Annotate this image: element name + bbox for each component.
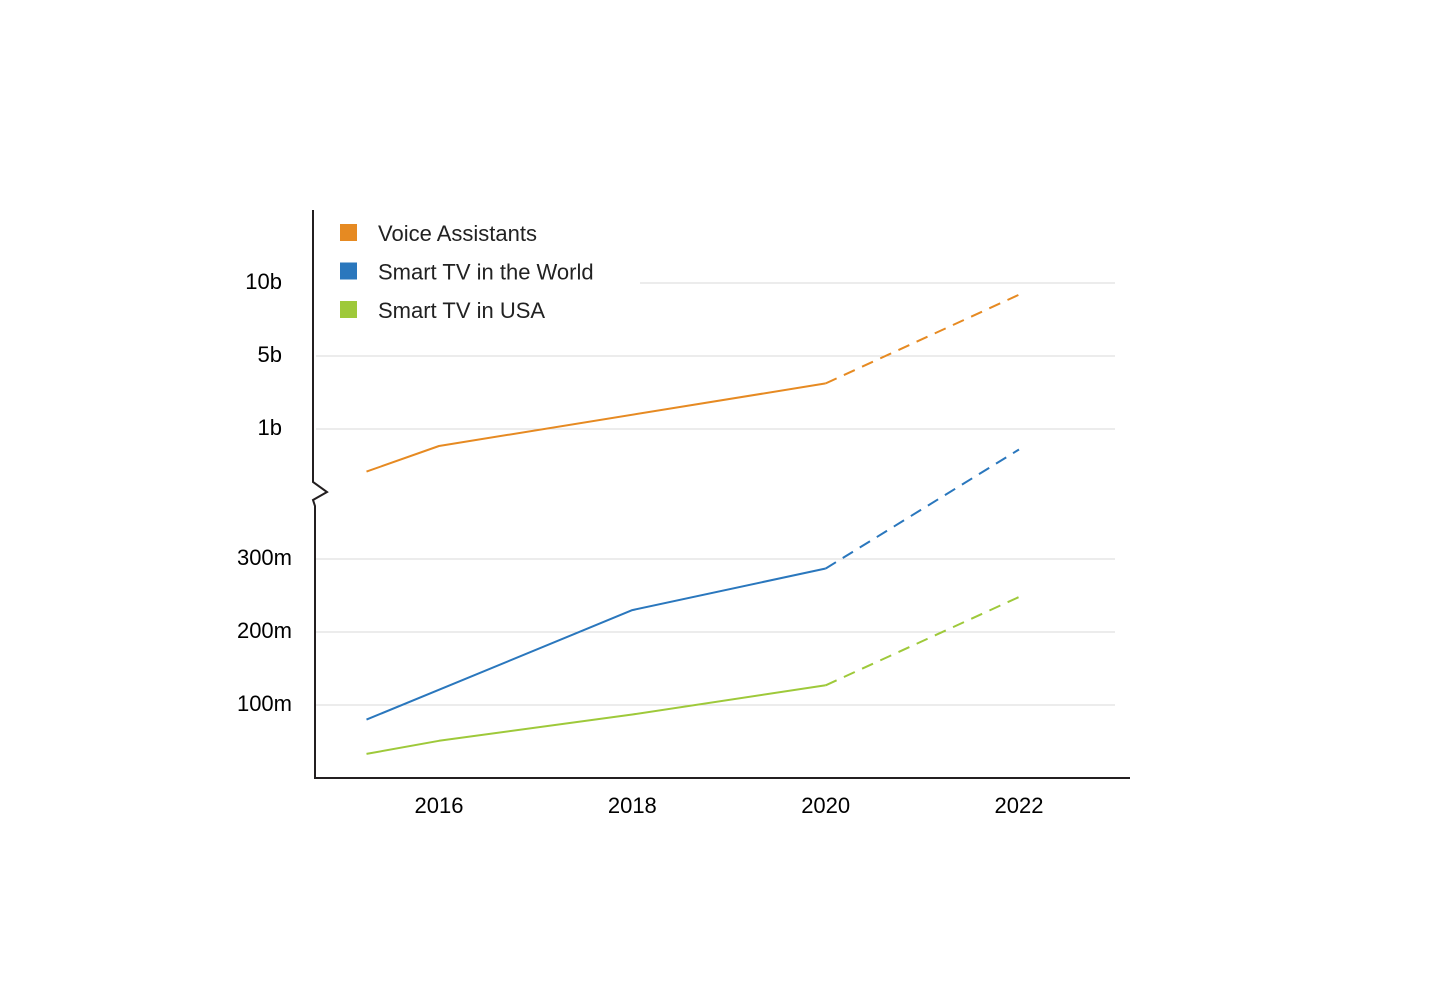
legend-label: Smart TV in the World: [378, 260, 594, 285]
series-projection-smart-tv-in-usa: [825, 596, 1020, 687]
gridlines: [316, 282, 1115, 706]
x-tick-label: 2020: [801, 793, 850, 818]
y-tick-label: 5b: [258, 342, 282, 367]
series-lines: [366, 293, 1020, 755]
y-tick-label: 100m: [237, 691, 292, 716]
y-tick-label: 300m: [237, 545, 292, 570]
x-tick-labels: 2016 2018 2020 2022: [415, 793, 1044, 818]
x-tick-label: 2018: [608, 793, 657, 818]
y-tick-label: 1b: [258, 415, 282, 440]
legend-swatch: [340, 301, 357, 318]
axes: [311, 210, 1130, 779]
legend-label: Voice Assistants: [378, 221, 537, 246]
series-line-voice-assistants: [366, 382, 826, 473]
x-tick-label: 2022: [995, 793, 1044, 818]
series-line-smart-tv-in-usa: [366, 684, 826, 755]
legend-swatch: [340, 224, 357, 241]
y-tick-label: 10b: [245, 269, 282, 294]
series-projection-voice-assistants: [825, 293, 1020, 385]
legend: Voice Assistants Smart TV in the World Sma…: [340, 221, 594, 323]
x-tick-label: 2016: [415, 793, 464, 818]
y-axis-with-break: [311, 210, 329, 778]
legend-label: Smart TV in USA: [378, 298, 545, 323]
legend-swatch: [340, 262, 357, 280]
series-projection-smart-tv-in-the-world: [825, 448, 1020, 570]
y-tick-label: 200m: [237, 618, 292, 643]
series-line-smart-tv-in-the-world: [366, 567, 826, 721]
y-tick-labels: 1b 5b 10b 100m 200m 300m: [237, 269, 292, 716]
